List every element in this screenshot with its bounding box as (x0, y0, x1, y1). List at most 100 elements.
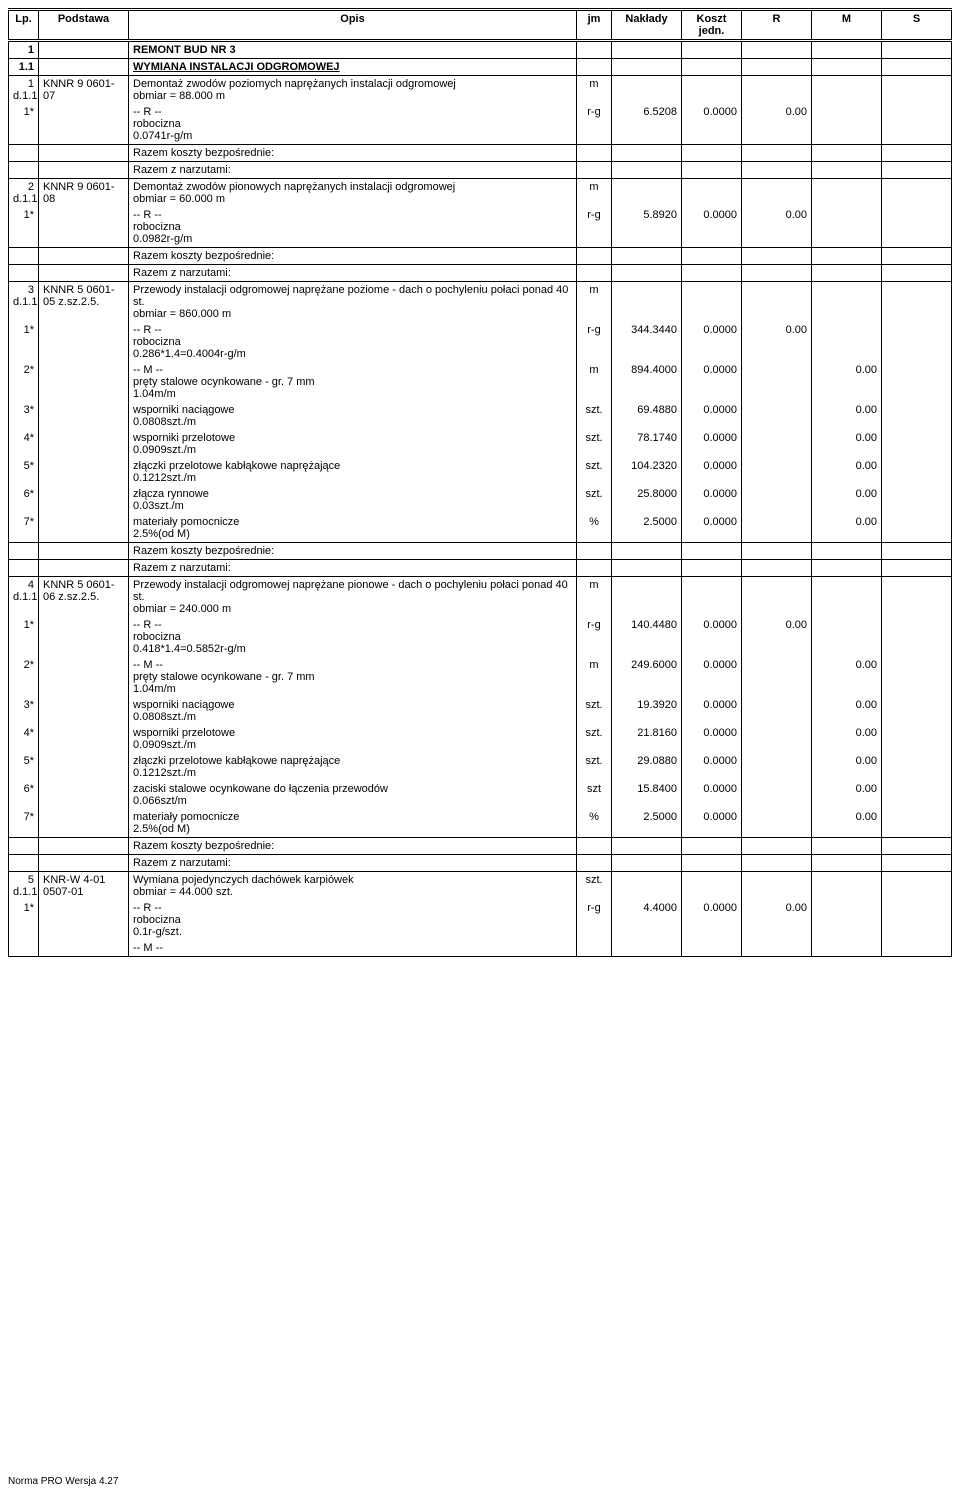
sub-jm: szt. (577, 697, 612, 725)
section-pod (39, 41, 129, 59)
sub-pod (39, 362, 129, 402)
sub-opis: wsporniki naciągowe 0.0808szt./m (129, 402, 577, 430)
sub-m: 0.00 (812, 697, 882, 725)
sub-kj: 0.0000 (682, 514, 742, 543)
sub-pod (39, 486, 129, 514)
sub-nak: 15.8400 (612, 781, 682, 809)
sub-jm: m (577, 657, 612, 697)
sub-pod (39, 753, 129, 781)
sub-r (742, 402, 812, 430)
sub-m: 0.00 (812, 402, 882, 430)
sub-m: 0.00 (812, 362, 882, 402)
sub-m (812, 207, 882, 248)
sub-row: 5*złączki przelotowe kabłąkowe naprężają… (9, 753, 952, 781)
section-num: 1.1 (9, 59, 39, 76)
item-opis: Przewody instalacji odgromowej naprężane… (129, 577, 577, 618)
section-pod (39, 59, 129, 76)
item-podstawa: KNNR 5 0601-06 z.sz.2.5. (39, 577, 129, 618)
razem-bezp: Razem koszty bezpośrednie: (129, 145, 577, 162)
razem-pod2 (39, 162, 129, 179)
item-row: 3 d.1.1KNNR 5 0601-05 z.sz.2.5.Przewody … (9, 282, 952, 323)
sub-s (882, 753, 952, 781)
sub-row: 4*wsporniki przelotowe 0.0909szt./mszt.2… (9, 725, 952, 753)
sub-nak: 29.0880 (612, 753, 682, 781)
sub-opis: wsporniki naciągowe 0.0808szt./m (129, 697, 577, 725)
sub-r (742, 657, 812, 697)
sub-s (882, 697, 952, 725)
sub-m: 0.00 (812, 430, 882, 458)
sub-star: 5* (9, 753, 39, 781)
item-podstawa: KNNR 5 0601-05 z.sz.2.5. (39, 282, 129, 323)
sub-row: 1*-- R -- robocizna 0.418*1.4=0.5852r-g/… (9, 617, 952, 657)
col-naklady: Nakłady (612, 10, 682, 41)
sub-m (812, 104, 882, 145)
item-lp: 5 d.1.1 (9, 872, 39, 901)
sub-s (882, 900, 952, 940)
section-num: 1 (9, 41, 39, 59)
sub-r (742, 458, 812, 486)
sub-star: 1* (9, 104, 39, 145)
sub-s (882, 207, 952, 248)
sub-r (742, 430, 812, 458)
sub-kj: 0.0000 (682, 207, 742, 248)
sub-r (742, 809, 812, 838)
sub-row: 3*wsporniki naciągowe 0.0808szt./mszt.69… (9, 402, 952, 430)
razem-pod (39, 543, 129, 560)
sub-nak: 6.5208 (612, 104, 682, 145)
razem-row: Razem z narzutami: (9, 162, 952, 179)
sub-m: 0.00 (812, 657, 882, 697)
sub-kj: 0.0000 (682, 900, 742, 940)
sub-opis: -- R -- robocizna 0.1r-g/szt. (129, 900, 577, 940)
col-koszt: Koszt jedn. (682, 10, 742, 41)
sub-row: 4*wsporniki przelotowe 0.0909szt./mszt.7… (9, 430, 952, 458)
sub-s (882, 809, 952, 838)
sub-kj: 0.0000 (682, 486, 742, 514)
sub-opis: -- R -- robocizna 0.286*1.4=0.4004r-g/m (129, 322, 577, 362)
sub-pod (39, 402, 129, 430)
sub-nak: 2.5000 (612, 514, 682, 543)
sub-pod (39, 458, 129, 486)
sub-s (882, 781, 952, 809)
item-row: 4 d.1.1KNNR 5 0601-06 z.sz.2.5.Przewody … (9, 577, 952, 618)
col-m: M (812, 10, 882, 41)
sub-nak: 5.8920 (612, 207, 682, 248)
sub-opis: złącza rynnowe 0.03szt./m (129, 486, 577, 514)
sub-nak: 21.8160 (612, 725, 682, 753)
razem-lp2 (9, 855, 39, 872)
sub-star: 2* (9, 362, 39, 402)
sub-kj: 0.0000 (682, 322, 742, 362)
sub-row: 6*złącza rynnowe 0.03szt./mszt.25.80000.… (9, 486, 952, 514)
razem-lp2 (9, 560, 39, 577)
sub-pod (39, 809, 129, 838)
sub-s (882, 725, 952, 753)
sub-r (742, 362, 812, 402)
sub-m: 0.00 (812, 753, 882, 781)
sub-s (882, 402, 952, 430)
sub-star: 7* (9, 809, 39, 838)
sub-pod (39, 430, 129, 458)
sub-s (882, 322, 952, 362)
sub-row: 2*-- M -- pręty stalowe ocynkowane - gr.… (9, 362, 952, 402)
sub-opis: -- R -- robocizna 0.0982r-g/m (129, 207, 577, 248)
sub-nak: 140.4480 (612, 617, 682, 657)
sub-m: 0.00 (812, 809, 882, 838)
sub-nak: 249.6000 (612, 657, 682, 697)
sub-m (812, 617, 882, 657)
sub-kj: 0.0000 (682, 809, 742, 838)
sub-jm: szt (577, 781, 612, 809)
razem-narz: Razem z narzutami: (129, 560, 577, 577)
sub-star: 5* (9, 458, 39, 486)
sub-opis: zaciski stalowe ocynkowane do łączenia p… (129, 781, 577, 809)
sub-nak: 344.3440 (612, 322, 682, 362)
razem-lp2 (9, 162, 39, 179)
razem-row: Razem koszty bezpośrednie: (9, 543, 952, 560)
sub-opis: -- M -- pręty stalowe ocynkowane - gr. 7… (129, 657, 577, 697)
sub-m (812, 322, 882, 362)
sub-s (882, 430, 952, 458)
razem-row: Razem z narzutami: (9, 855, 952, 872)
sub-m: 0.00 (812, 781, 882, 809)
sub-jm: szt. (577, 486, 612, 514)
razem-pod2 (39, 265, 129, 282)
sub-star: 4* (9, 430, 39, 458)
sub-jm: szt. (577, 402, 612, 430)
